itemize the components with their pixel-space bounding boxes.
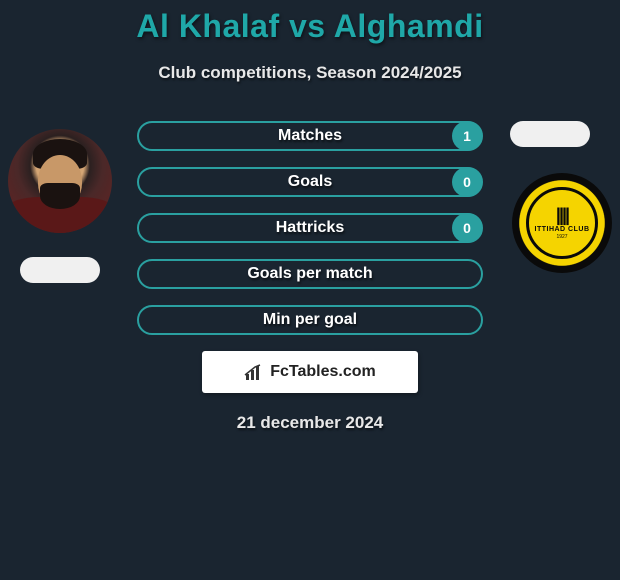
stat-label: Goals per match xyxy=(247,265,372,283)
page-title: Al Khalaf vs Alghamdi xyxy=(0,8,620,45)
badge-stripes-icon: |||| xyxy=(556,206,568,224)
stat-row: Goals 0 xyxy=(137,167,483,197)
stat-rows: Matches 1 Goals 0 Hattricks 0 Goals per match M… xyxy=(137,121,483,335)
comparison-card: Al Khalaf vs Alghamdi Club competitions,… xyxy=(0,0,620,433)
stat-row: Hattricks 0 xyxy=(137,213,483,243)
stat-label: Hattricks xyxy=(276,219,344,237)
logo-text: FcTables.com xyxy=(270,363,376,381)
stats-area: |||| ITTIHAD CLUB 1927 Matches1Goals0Hat… xyxy=(0,121,620,433)
stat-value-right: 0 xyxy=(452,167,482,197)
stat-label: Matches xyxy=(278,127,342,145)
stat-row: Matches 1 xyxy=(137,121,483,151)
stat-value-right: 1 xyxy=(452,121,482,151)
subtitle: Club competitions, Season 2024/2025 xyxy=(0,63,620,83)
badge-year: 1927 xyxy=(556,234,567,240)
stat-label: Min per goal xyxy=(263,311,357,329)
stat-row: Min per goal xyxy=(137,305,483,335)
badge-club-name: ITTIHAD CLUB xyxy=(535,226,590,233)
fctables-logo[interactable]: FcTables.com xyxy=(202,351,418,393)
stat-value-right: 0 xyxy=(452,213,482,243)
player-left-photo xyxy=(8,129,112,233)
player-right-flag xyxy=(510,121,590,147)
player-right-badge: |||| ITTIHAD CLUB 1927 xyxy=(512,173,612,273)
date-label: 21 december 2024 xyxy=(0,413,620,433)
player-left-flag xyxy=(20,257,100,283)
stat-row: Goals per match xyxy=(137,259,483,289)
stat-label: Goals xyxy=(288,173,332,191)
bar-chart-icon xyxy=(244,364,264,380)
